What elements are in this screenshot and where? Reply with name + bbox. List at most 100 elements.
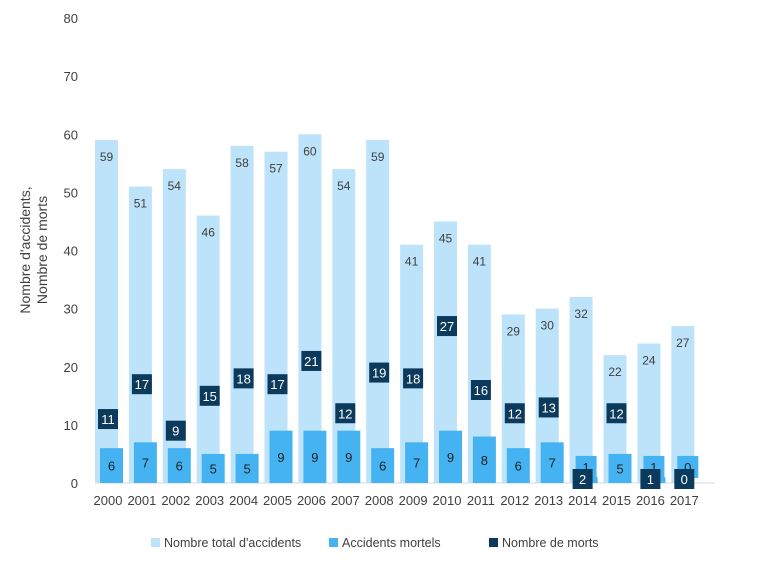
bar-fatal-accidents [269, 430, 293, 483]
data-label-total-accidents: 27 [676, 336, 690, 350]
data-label-total-accidents: 32 [574, 307, 588, 321]
bar-fatal-accidents [133, 442, 157, 483]
bar-deaths [301, 350, 322, 371]
data-label-fatal-accidents: 0 [684, 460, 691, 475]
y-tick-label: 20 [64, 360, 78, 375]
data-label-total-accidents: 58 [235, 156, 249, 170]
data-label-deaths: 18 [406, 371, 420, 386]
bar-total-accidents [95, 140, 118, 483]
bar-total-accidents [298, 134, 322, 483]
bar-fatal-accidents [167, 448, 191, 483]
x-tick-label: 2007 [331, 493, 360, 508]
data-label-deaths: 12 [508, 406, 522, 421]
bar-deaths [538, 397, 559, 418]
x-tick-label: 2004 [229, 493, 258, 508]
x-tick-label: 2010 [433, 493, 462, 508]
data-label-fatal-accidents: 6 [515, 459, 522, 474]
data-label-fatal-accidents: 6 [108, 459, 115, 474]
bar-fatal-accidents [303, 430, 327, 483]
bar-deaths [233, 368, 254, 389]
y-tick-label: 70 [64, 69, 78, 84]
bar-fatal-accidents [439, 430, 462, 483]
data-label-deaths: 2 [579, 472, 586, 487]
data-label-deaths: 1 [647, 472, 654, 487]
legend-swatch [329, 538, 338, 547]
bar-fatal-accidents [405, 442, 429, 483]
bar-total-accidents [400, 244, 424, 483]
data-label-total-accidents: 45 [439, 231, 453, 245]
bar-total-accidents [366, 140, 390, 483]
x-tick-label: 2013 [534, 493, 563, 508]
legend-swatch [489, 538, 498, 547]
bar-deaths [369, 362, 390, 383]
legend-label: Nombre total d'accidents [164, 536, 301, 550]
x-tick-label: 2008 [365, 493, 394, 508]
bar-fatal-accidents [235, 453, 259, 483]
y-axis-title-line: Nombre de morts [34, 196, 50, 304]
data-label-fatal-accidents: 7 [142, 456, 149, 471]
data-label-total-accidents: 51 [134, 197, 148, 211]
data-label-deaths: 12 [338, 406, 352, 421]
x-tick-label: 2017 [670, 493, 699, 508]
bar-deaths [403, 368, 424, 389]
bar-deaths [470, 380, 491, 400]
bar-deaths [437, 316, 457, 337]
bar-deaths [165, 420, 186, 441]
x-tick-label: 2016 [636, 493, 665, 508]
data-label-fatal-accidents: 5 [210, 461, 217, 476]
data-label-fatal-accidents: 6 [379, 459, 386, 474]
data-label-total-accidents: 54 [168, 179, 182, 193]
bar-total-accidents [264, 151, 288, 483]
legend-label: Nombre de morts [502, 536, 599, 550]
data-label-deaths: 11 [101, 412, 115, 427]
data-label-total-accidents: 41 [405, 255, 419, 269]
data-label-deaths: 18 [236, 371, 250, 386]
data-label-total-accidents: 54 [337, 179, 351, 193]
data-label-total-accidents: 46 [202, 226, 216, 240]
bar-deaths [504, 403, 525, 424]
data-label-deaths: 27 [440, 319, 454, 334]
bar-fatal-accidents [506, 448, 530, 483]
y-tick-label: 0 [71, 476, 78, 491]
x-tick-label: 2002 [161, 493, 190, 508]
data-label-deaths: 19 [372, 366, 386, 381]
data-label-fatal-accidents: 7 [549, 456, 556, 471]
x-tick-label: 2001 [127, 493, 156, 508]
bar-total-accidents [671, 326, 695, 483]
data-label-fatal-accidents: 1 [582, 460, 589, 475]
bar-total-accidents [230, 145, 254, 483]
bar-fatal-accidents [540, 442, 564, 483]
data-label-total-accidents: 59 [371, 150, 385, 164]
y-tick-label: 50 [64, 185, 78, 200]
data-label-deaths: 15 [202, 389, 216, 404]
bar-deaths [98, 409, 118, 430]
data-label-total-accidents: 22 [608, 365, 622, 379]
bar-fatal-accidents [608, 453, 632, 483]
bar-total-accidents [196, 215, 220, 483]
data-label-deaths: 9 [172, 424, 179, 439]
data-label-total-accidents: 30 [541, 319, 555, 333]
bar-deaths [199, 385, 220, 406]
bar-total-accidents [569, 297, 593, 483]
bar-fatal-accidents [100, 448, 123, 483]
data-label-deaths: 0 [681, 472, 688, 487]
data-label-fatal-accidents: 9 [345, 450, 352, 465]
bar-fatal-accidents [371, 448, 395, 483]
bar-fatal-accidents [337, 430, 361, 483]
data-label-fatal-accidents: 9 [447, 450, 454, 465]
data-label-total-accidents: 29 [507, 324, 521, 338]
bar-deaths [606, 403, 627, 424]
data-label-deaths: 17 [270, 377, 284, 392]
data-label-fatal-accidents: 1 [650, 460, 657, 475]
y-tick-label: 10 [64, 418, 78, 433]
x-tick-label: 2005 [263, 493, 292, 508]
bar-total-accidents [535, 308, 559, 483]
y-tick-label: 80 [64, 11, 78, 26]
legend-swatch [151, 538, 160, 547]
data-label-deaths: 21 [304, 354, 318, 369]
data-label-total-accidents: 41 [473, 255, 487, 269]
x-tick-label: 2003 [195, 493, 224, 508]
bar-deaths [335, 403, 356, 424]
